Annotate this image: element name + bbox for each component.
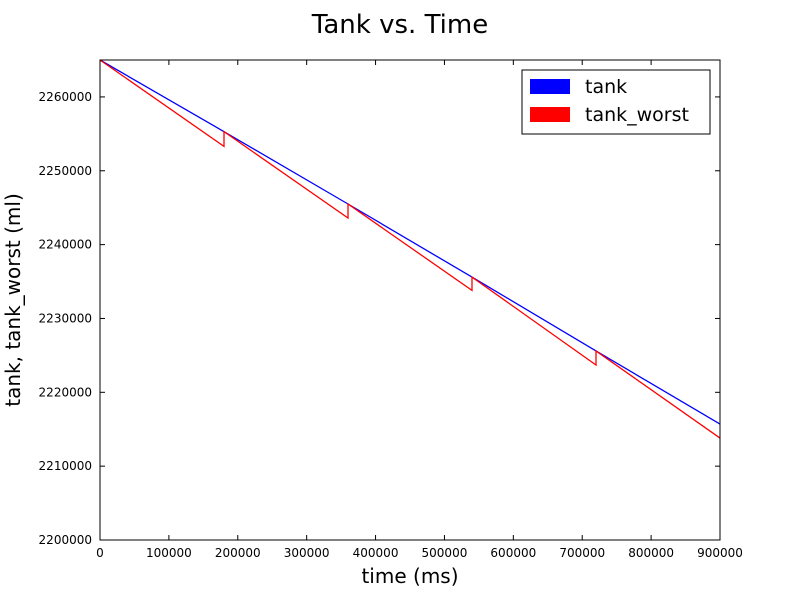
x-tick-label: 200000: [215, 546, 261, 560]
series-line-tank-worst: [99, 59, 721, 439]
y-tick-label: 2230000: [39, 311, 92, 325]
y-tick-label: 2200000: [39, 533, 92, 547]
x-tick-label: 600000: [490, 546, 536, 560]
y-axis-title: tank, tank_worst (ml): [1, 193, 25, 407]
chart-title: Tank vs. Time: [311, 10, 488, 40]
x-tick-label: 900000: [697, 546, 743, 560]
plot-area: [99, 59, 721, 541]
plot-frame: [99, 59, 721, 541]
y-tick-label: 2220000: [39, 385, 92, 399]
x-tick-label: 400000: [353, 546, 399, 560]
x-tick-label: 0: [96, 546, 104, 560]
y-axis: 2200000 2210000 2220000 2230000 2240000 22500…: [39, 90, 720, 547]
legend-swatch-tank: [530, 79, 570, 94]
x-tick-label: 800000: [628, 546, 674, 560]
y-tick-label: 2240000: [39, 238, 92, 252]
y-tick-label: 2260000: [39, 90, 92, 104]
x-axis: 0 100000 200000 300000 400000 500000 600000 700…: [96, 60, 743, 560]
x-tick-label: 700000: [559, 546, 605, 560]
x-tick-label: 100000: [146, 546, 192, 560]
x-tick-label: 300000: [284, 546, 330, 560]
legend-label-tank-worst: tank_worst: [585, 104, 689, 126]
y-tick-label: 2250000: [39, 164, 92, 178]
legend-label-tank: tank: [585, 76, 627, 98]
x-axis-title: time (ms): [361, 564, 458, 588]
y-tick-label: 2210000: [39, 459, 92, 473]
series-line-tank: [99, 59, 721, 425]
legend: tank tank_worst: [521, 69, 711, 135]
x-tick-label: 500000: [422, 546, 468, 560]
legend-swatch-tank-worst: [530, 107, 570, 122]
